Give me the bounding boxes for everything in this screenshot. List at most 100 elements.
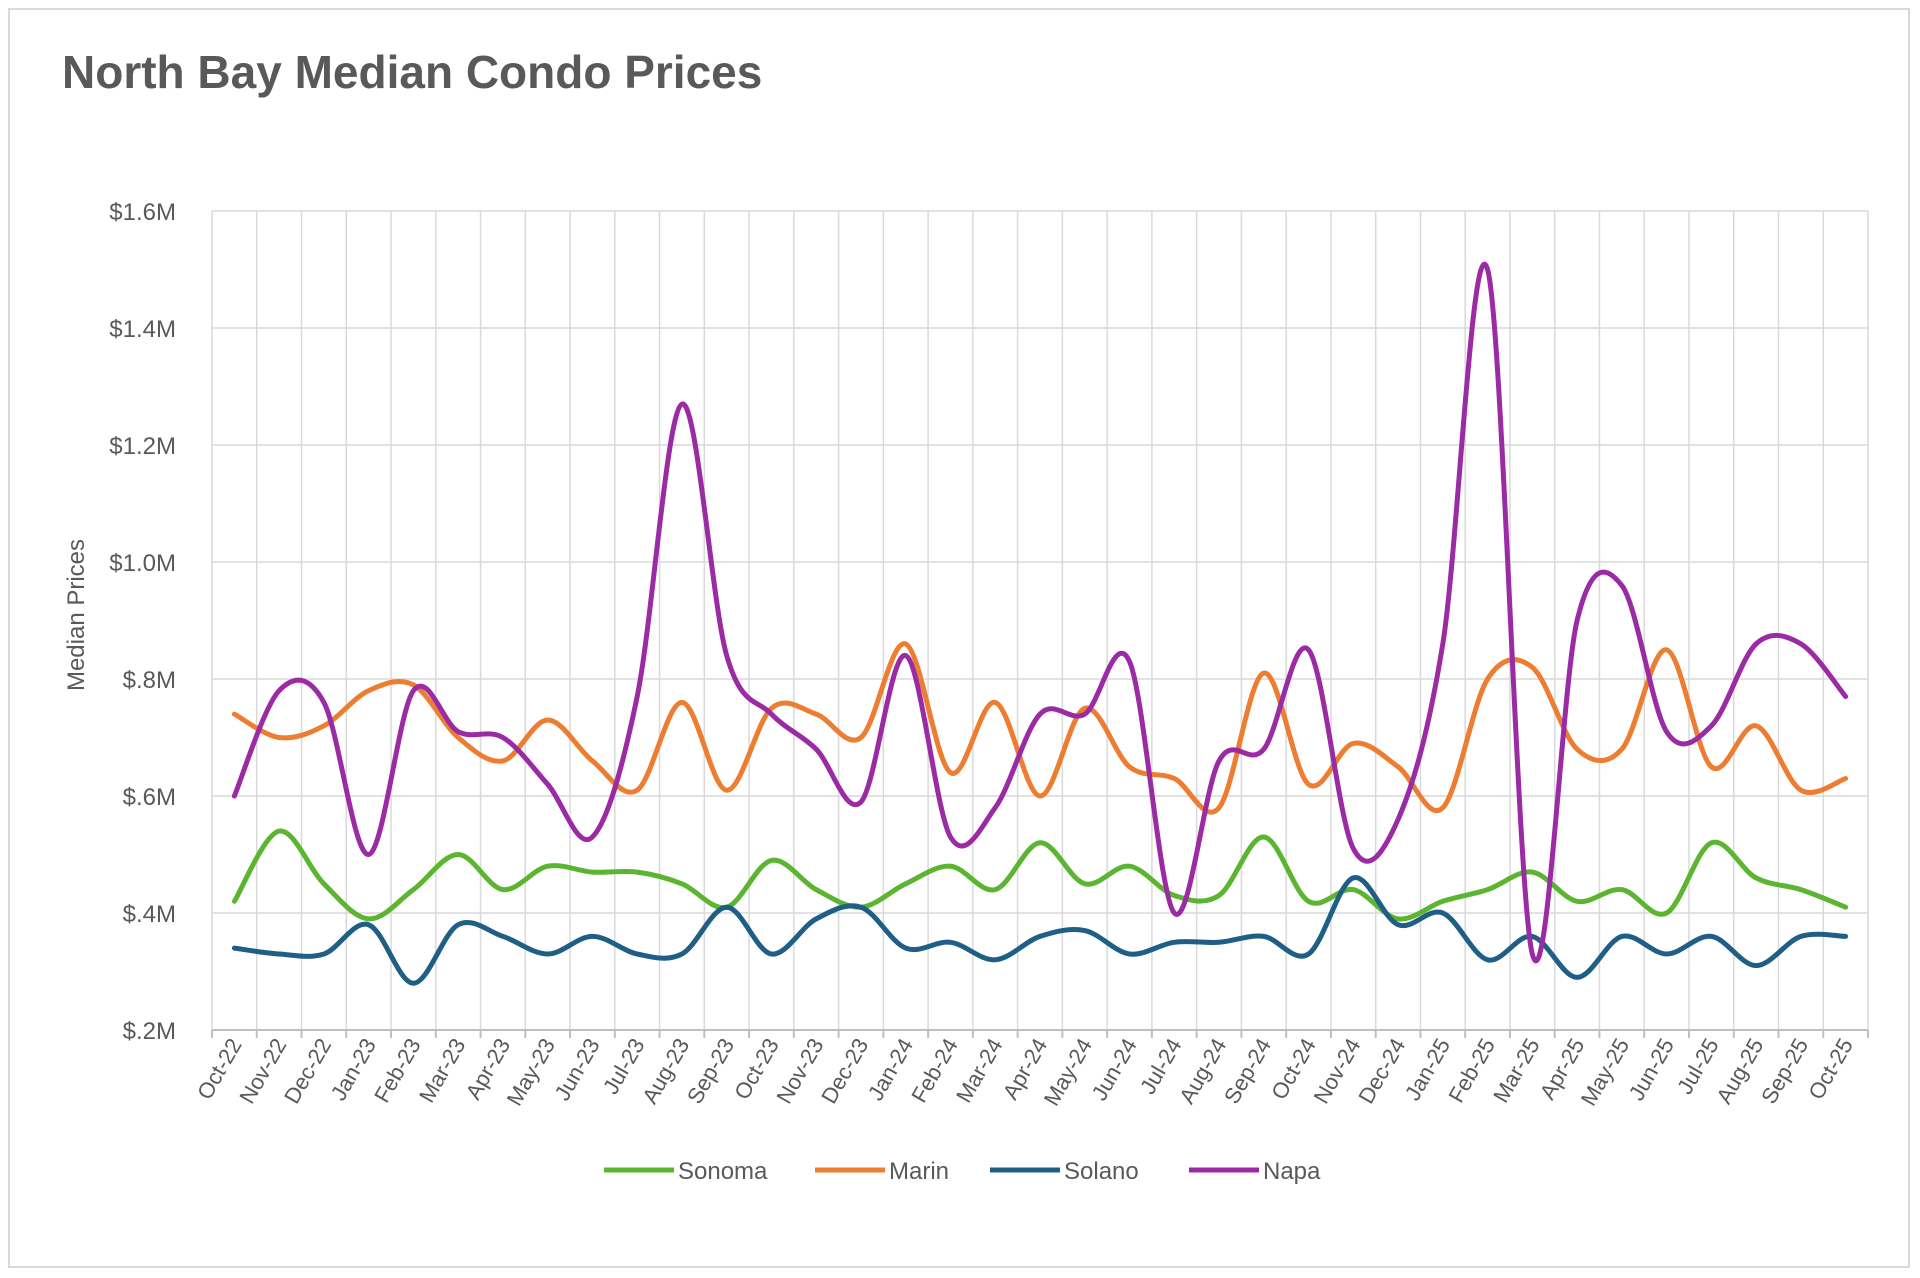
point-solano-16: [947, 939, 953, 945]
point-sonoma-8: [589, 869, 595, 875]
point-sonoma-28: [1485, 887, 1491, 893]
point-marin-34: [1753, 723, 1759, 729]
series-lines: [231, 262, 1849, 986]
point-sonoma-5: [455, 852, 461, 858]
point-solano-30: [1574, 974, 1580, 980]
series-line-sonoma: [231, 828, 1849, 922]
point-sonoma-25: [1350, 887, 1356, 893]
point-solano-10: [679, 951, 685, 957]
point-sonoma-7: [545, 863, 551, 869]
point-marin-31: [1619, 746, 1625, 752]
point-marin-23: [1261, 670, 1267, 676]
point-marin-2: [321, 723, 327, 729]
point-solano-34: [1753, 963, 1759, 969]
point-marin-22: [1216, 805, 1222, 811]
point-sonoma-16: [947, 863, 953, 869]
point-marin-26: [1395, 764, 1401, 770]
point-solano-33: [1708, 933, 1714, 939]
point-marin-1: [276, 735, 282, 741]
chart-title: North Bay Median Condo Prices: [62, 46, 762, 98]
point-sonoma-33: [1708, 840, 1714, 846]
y-tick-label-4: $1.0M: [109, 550, 176, 577]
point-napa-29: [1529, 951, 1535, 957]
point-sonoma-30: [1574, 898, 1580, 904]
point-sonoma-2: [321, 881, 327, 887]
point-solano-0: [231, 945, 237, 951]
point-napa-24: [1306, 647, 1312, 653]
point-napa-31: [1619, 582, 1625, 588]
point-solano-18: [1037, 933, 1043, 939]
point-sonoma-23: [1261, 834, 1267, 840]
legend-label-napa: Napa: [1263, 1158, 1321, 1185]
point-napa-2: [321, 699, 327, 705]
point-sonoma-34: [1753, 875, 1759, 881]
point-napa-28: [1485, 267, 1491, 273]
point-solano-20: [1127, 951, 1133, 957]
point-napa-15: [903, 653, 909, 659]
point-solano-24: [1306, 951, 1312, 957]
point-sonoma-24: [1306, 898, 1312, 904]
point-solano-28: [1485, 957, 1491, 963]
point-marin-35: [1798, 787, 1804, 793]
point-marin-11: [724, 787, 730, 793]
point-napa-26: [1395, 816, 1401, 822]
point-napa-20: [1127, 658, 1133, 664]
point-solano-13: [813, 916, 819, 922]
point-solano-17: [992, 957, 998, 963]
point-sonoma-31: [1619, 887, 1625, 893]
legend-label-solano: Solano: [1064, 1158, 1139, 1185]
y-tick-label-7: $1.6M: [109, 199, 176, 226]
point-napa-3: [366, 852, 372, 858]
point-marin-29: [1529, 664, 1535, 670]
legend-label-marin: Marin: [889, 1158, 949, 1185]
point-marin-36: [1843, 775, 1849, 781]
point-napa-16: [947, 834, 953, 840]
point-solano-3: [366, 922, 372, 928]
point-marin-9: [634, 787, 640, 793]
point-sonoma-9: [634, 869, 640, 875]
point-napa-0: [231, 793, 237, 799]
point-solano-14: [858, 904, 864, 910]
point-solano-19: [1082, 928, 1088, 934]
point-marin-27: [1440, 805, 1446, 811]
point-solano-26: [1395, 922, 1401, 928]
point-napa-32: [1664, 729, 1670, 735]
x-axis-ticks: Oct-22Nov-22Dec-22Jan-23Feb-23Mar-23Apr-…: [192, 1034, 1858, 1110]
point-napa-17: [992, 805, 998, 811]
point-marin-32: [1664, 647, 1670, 653]
point-marin-6: [500, 758, 506, 764]
point-sonoma-18: [1037, 840, 1043, 846]
point-sonoma-29: [1529, 869, 1535, 875]
point-sonoma-36: [1843, 904, 1849, 910]
point-solano-21: [1171, 939, 1177, 945]
point-sonoma-20: [1127, 863, 1133, 869]
point-napa-19: [1082, 711, 1088, 717]
point-napa-36: [1843, 694, 1849, 700]
point-marin-8: [589, 758, 595, 764]
point-marin-25: [1350, 740, 1356, 746]
point-marin-33: [1708, 764, 1714, 770]
point-solano-5: [455, 922, 461, 928]
y-tick-label-2: $.6M: [123, 784, 176, 811]
point-marin-0: [231, 711, 237, 717]
point-napa-35: [1798, 641, 1804, 647]
point-napa-30: [1574, 618, 1580, 624]
point-sonoma-17: [992, 887, 998, 893]
point-marin-18: [1037, 793, 1043, 799]
y-tick-label-6: $1.4M: [109, 316, 176, 343]
point-solano-31: [1619, 933, 1625, 939]
point-napa-21: [1171, 910, 1177, 916]
legend-label-sonoma: Sonoma: [678, 1158, 768, 1185]
point-sonoma-27: [1440, 898, 1446, 904]
point-marin-24: [1306, 781, 1312, 787]
y-tick-label-0: $.2M: [123, 1018, 176, 1045]
y-tick-label-5: $1.2M: [109, 433, 176, 460]
point-napa-34: [1753, 641, 1759, 647]
point-napa-10: [679, 401, 685, 407]
point-sonoma-15: [903, 881, 909, 887]
point-solano-8: [589, 933, 595, 939]
point-napa-8: [589, 834, 595, 840]
y-tick-label-1: $.4M: [123, 901, 176, 928]
point-napa-13: [813, 746, 819, 752]
